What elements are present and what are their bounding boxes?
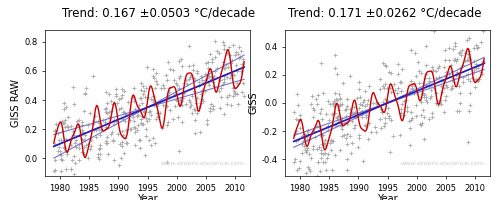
Y-axis label: GISS RAW: GISS RAW — [12, 79, 22, 127]
Text: Trend: 0.167 ±0.0503 °C/decade: Trend: 0.167 ±0.0503 °C/decade — [62, 6, 256, 19]
X-axis label: Year: Year — [137, 194, 158, 200]
Y-axis label: GISS: GISS — [248, 92, 258, 114]
Text: www.skepticalscience.com: www.skepticalscience.com — [160, 161, 244, 166]
Text: www.skepticalscience.com: www.skepticalscience.com — [400, 161, 484, 166]
Text: Trend: 0.171 ±0.0262 °C/decade: Trend: 0.171 ±0.0262 °C/decade — [288, 6, 481, 19]
X-axis label: Year: Year — [377, 194, 398, 200]
